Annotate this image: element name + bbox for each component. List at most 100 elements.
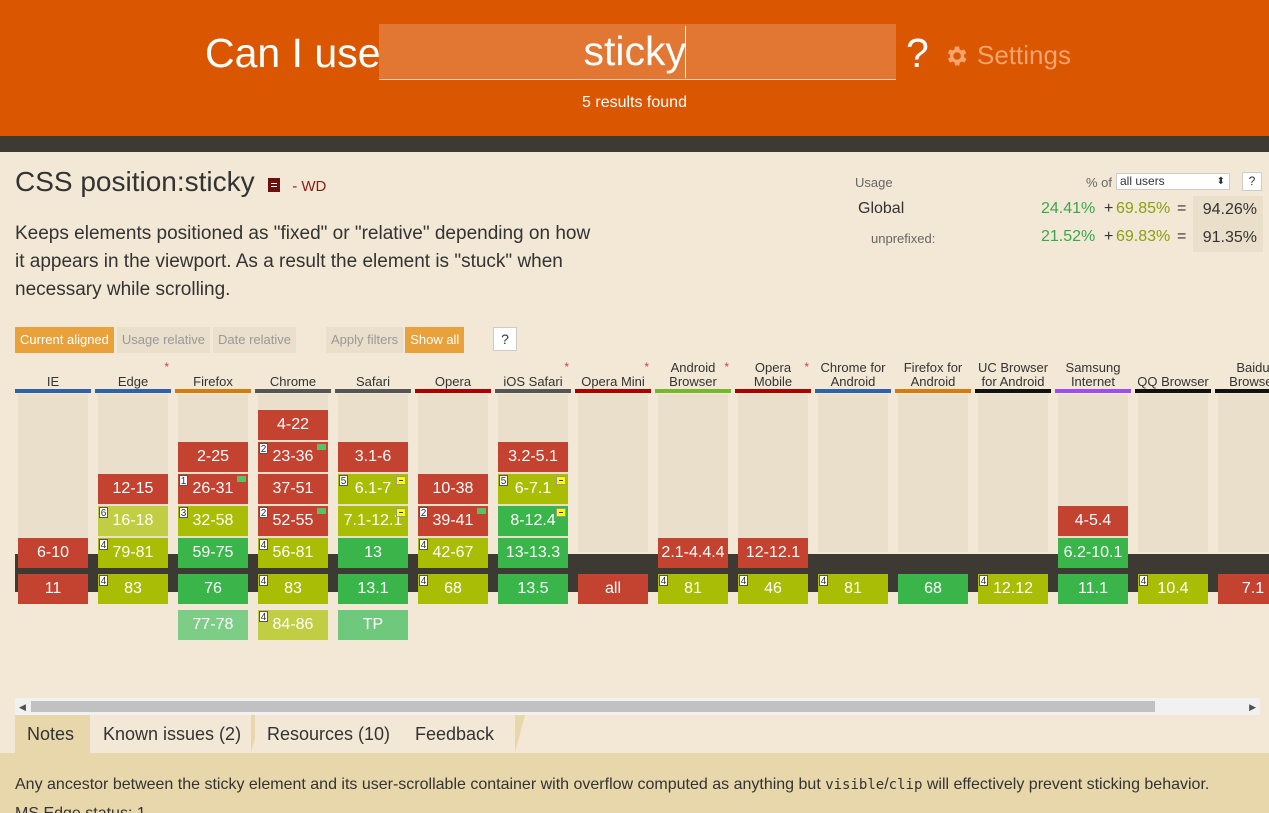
note-ref-badge: 6 [99, 507, 108, 519]
version-cell[interactable]: 10-38 [418, 474, 488, 504]
version-range: 4-22 [276, 416, 310, 433]
browser-header[interactable]: Opera [415, 358, 491, 392]
version-cell[interactable]: 81 4 [818, 574, 888, 604]
version-cell[interactable]: 59-75 [178, 538, 248, 568]
users-select[interactable]: all users ⬍ [1116, 173, 1230, 190]
version-cell[interactable]: all [578, 574, 648, 604]
apply-filters-button[interactable]: Apply filters [325, 327, 404, 353]
version-cell[interactable]: 2.1-4.4.4 [658, 538, 728, 568]
version-cell[interactable]: 11 [18, 574, 88, 604]
version-cell[interactable]: 3.1-6 [338, 442, 408, 472]
browser-header[interactable]: Edge * [95, 358, 171, 392]
search-value: sticky [583, 28, 687, 74]
scrollbar-thumb[interactable] [31, 701, 1155, 712]
brand-title[interactable]: Can I use [205, 30, 381, 76]
spec-status[interactable]: - WD [292, 178, 327, 195]
version-cell[interactable]: 79-81 4 [98, 538, 168, 568]
version-cell[interactable]: 7.1-12.1 [338, 506, 408, 536]
version-cell[interactable]: 13.1 [338, 574, 408, 604]
version-cell[interactable]: 2-25 [178, 442, 248, 472]
show-all-button[interactable]: Show all [405, 327, 465, 353]
note-ref-badge: 4 [99, 575, 108, 587]
version-cell[interactable]: 8-12.4 [498, 506, 568, 536]
tab-resources[interactable]: Resources (10) [255, 715, 413, 753]
version-cell[interactable]: 81 4 [658, 574, 728, 604]
version-cell[interactable]: 37-51 [258, 474, 328, 504]
version-cell[interactable]: 83 4 [98, 574, 168, 604]
version-cell[interactable]: 83 4 [258, 574, 328, 604]
spec-document-icon[interactable] [268, 178, 281, 192]
version-cell[interactable]: 13 [338, 538, 408, 568]
browser-color-bar [335, 389, 411, 393]
past-versions-bg [818, 394, 888, 552]
version-cell[interactable]: 4-22 [258, 410, 328, 440]
browser-header[interactable]: Opera Mobile * [735, 358, 811, 392]
version-cell[interactable]: 42-67 4 [418, 538, 488, 568]
browser-header[interactable]: Chrome [255, 358, 331, 392]
version-cell[interactable]: TP [338, 610, 408, 640]
browser-header[interactable]: BaiduBrowser [1215, 358, 1269, 392]
browser-column: Firefox 2-25 26-31 1 32-58 3 59-75 76 77-78 [175, 358, 251, 698]
date-relative-button[interactable]: Date relative [213, 327, 296, 353]
tab-notes[interactable]: Notes [15, 715, 90, 753]
version-cell[interactable]: 10.4 4 [1138, 574, 1208, 604]
version-cell[interactable]: 6-10 [18, 538, 88, 568]
table-horizontal-scrollbar[interactable]: ◀ ▶ [15, 698, 1260, 715]
version-cell[interactable]: 84-86 4 [258, 610, 328, 640]
browser-header[interactable]: IE [15, 358, 91, 392]
version-cell[interactable]: 3.2-5.1 [498, 442, 568, 472]
version-cell[interactable]: 12-12.1 [738, 538, 808, 568]
usage-unprefixed-partial: 69.83% [1116, 228, 1171, 245]
version-cell[interactable]: 68 4 [418, 574, 488, 604]
version-cell[interactable]: 12-15 [98, 474, 168, 504]
browser-header[interactable]: iOS Safari * [495, 358, 571, 392]
browser-header[interactable]: QQ Browser [1135, 358, 1211, 392]
current-aligned-button[interactable]: Current aligned [15, 327, 114, 353]
version-cell[interactable]: 6.2-10.1 [1058, 538, 1128, 568]
note-ref-badge: 3 [179, 507, 188, 519]
version-cell[interactable]: 4-5.4 [1058, 506, 1128, 536]
version-cell[interactable]: 23-36 2 [258, 442, 328, 472]
tab-feedback[interactable]: Feedback [403, 715, 525, 753]
version-cell[interactable]: 6.1-7 5 [338, 474, 408, 504]
scroll-left-arrow-icon[interactable]: ◀ [19, 702, 26, 712]
version-cell[interactable]: 11.1 [1058, 574, 1128, 604]
version-cell[interactable]: 7.1 [1218, 574, 1269, 604]
usage-help-button[interactable]: ? [1242, 172, 1262, 191]
browser-header[interactable]: Samsung Internet [1055, 358, 1131, 392]
browser-header[interactable]: UC Browser for Android [975, 358, 1051, 392]
usage-unprefixed-total: 91.35% [1193, 224, 1263, 252]
version-cell[interactable]: 16-18 6 [98, 506, 168, 536]
version-cell[interactable]: 32-58 3 [178, 506, 248, 536]
version-cell[interactable]: 68 [898, 574, 968, 604]
version-cell[interactable]: 13.5 [498, 574, 568, 604]
browser-header[interactable]: Firefox [175, 358, 251, 392]
feature-title-text[interactable]: CSS position:sticky [15, 166, 255, 197]
site-header: Can I use sticky ? Settings 5 results fo… [0, 0, 1269, 136]
usage-relative-button[interactable]: Usage relative [116, 327, 210, 353]
version-cell[interactable]: 56-81 4 [258, 538, 328, 568]
note-ref-badge: 4 [419, 539, 428, 551]
filters-help-button[interactable]: ? [493, 327, 517, 351]
browser-header[interactable]: Safari [335, 358, 411, 392]
browser-header[interactable]: Opera Mini * [575, 358, 651, 392]
browser-header[interactable]: Android Browser * [655, 358, 731, 392]
note-ref-badge: 4 [259, 539, 268, 551]
settings-button[interactable]: Settings [943, 40, 1071, 71]
version-cell[interactable]: 12.12 4 [978, 574, 1048, 604]
search-input[interactable]: sticky [379, 24, 896, 80]
version-cell[interactable]: 13-13.3 [498, 538, 568, 568]
version-cell[interactable]: 52-55 2 [258, 506, 328, 536]
tab-known-issues[interactable]: Known issues (2) [91, 715, 261, 753]
version-cell[interactable]: 39-41 2 [418, 506, 488, 536]
scroll-right-arrow-icon[interactable]: ▶ [1249, 702, 1256, 712]
flag-icon [237, 476, 246, 482]
flag-icon [317, 444, 326, 450]
browser-header[interactable]: Chrome for Android [815, 358, 891, 392]
version-cell[interactable]: 6-7.1 5 [498, 474, 568, 504]
version-cell[interactable]: 26-31 1 [178, 474, 248, 504]
version-cell[interactable]: 77-78 [178, 610, 248, 640]
version-cell[interactable]: 76 [178, 574, 248, 604]
version-cell[interactable]: 46 4 [738, 574, 808, 604]
browser-header[interactable]: Firefox for Android [895, 358, 971, 392]
